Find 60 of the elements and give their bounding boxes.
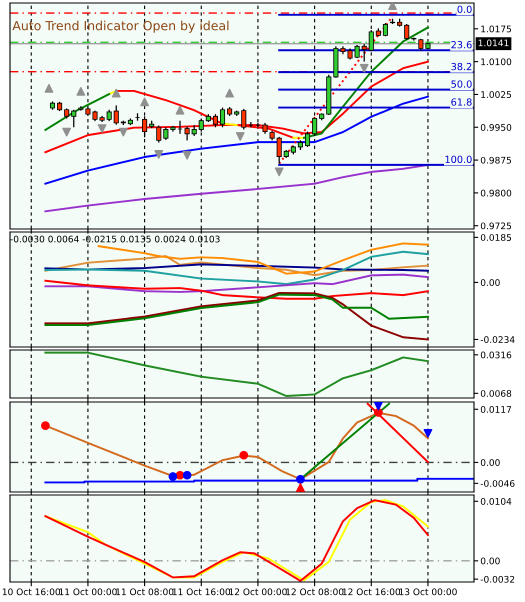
y-tick-label: 1.0025: [481, 91, 512, 98]
x-tick-label: 12 Oct 08:00: [286, 588, 344, 596]
series-label: 38.2: [451, 62, 472, 70]
series-label: 23.6: [451, 41, 472, 48]
candlestick: [57, 101, 62, 112]
candlestick: [92, 110, 98, 122]
candlestick: [354, 44, 360, 59]
series-label: 50.0: [451, 80, 472, 88]
candlestick: [192, 124, 197, 137]
candlestick: [304, 131, 310, 148]
y-tick-label: 1.0175: [481, 26, 512, 32]
y-tick-label: 0.00: [480, 459, 500, 466]
candlestick: [114, 104, 119, 126]
candlestick: [276, 136, 282, 164]
y-tick-label: 0.0117: [480, 406, 512, 413]
y-tick-label: -0.0032: [480, 576, 514, 583]
y-tick-label: 0.00: [480, 558, 500, 564]
text: Auto Trend Indicator Open by ideal: [12, 20, 228, 33]
y-tick-label: 0.9800: [480, 190, 512, 196]
candlestick: [163, 126, 168, 141]
y-tick-label: -0.0234: [480, 336, 515, 344]
candlestick: [312, 117, 318, 137]
candlestick: [220, 106, 226, 128]
candlestick: [362, 44, 367, 62]
candlestick: [262, 122, 268, 134]
candlestick: [184, 126, 190, 142]
series-label: 100.0: [446, 156, 472, 164]
candlestick: [298, 140, 303, 151]
candlestick: [347, 48, 353, 60]
y-tick-label: 0.00: [480, 279, 500, 286]
y-tick-label: 0.9725: [480, 222, 512, 230]
candlestick: [241, 108, 246, 130]
series-label: 61.8: [451, 98, 472, 106]
x-tick-label: 13 Oct 00:00: [400, 588, 457, 596]
y-tick-label: 1.0100: [481, 58, 512, 66]
y-tick-label: -0.0046: [480, 480, 515, 487]
candlestick: [71, 109, 76, 128]
x-tick-label: 11 Oct 00:00: [59, 588, 117, 596]
x-tick-label: 12 Oct 00:00: [230, 588, 287, 596]
candlestick: [382, 22, 388, 37]
x-tick-label: 11 Oct 08:00: [116, 588, 174, 596]
series-label: 0.0: [457, 6, 472, 13]
ref-line-label: 1.0141: [478, 39, 508, 46]
candlestick: [156, 124, 162, 144]
x-tick-label: 10 Oct 16:00: [2, 588, 60, 596]
candlestick: [418, 38, 424, 52]
y-tick-label: 0.0068: [480, 390, 512, 397]
candlestick: [404, 23, 410, 40]
y-tick-label: 0.0316: [480, 352, 512, 358]
candlestick: [64, 108, 70, 120]
x-tick-label: 11 Oct 16:00: [172, 588, 230, 596]
y-tick-label: 0.0185: [480, 234, 512, 241]
y-tick-label: 0.9875: [480, 156, 512, 164]
annotation: -0.0030 0.0064 -0.0215 0.0135 0.0024 0.0103: [10, 236, 220, 242]
candlestick: [106, 109, 112, 122]
y-tick-label: 0.0104: [480, 498, 512, 505]
x-tick-label: 12 Oct 16:00: [342, 588, 400, 596]
candlestick: [270, 130, 275, 142]
candlestick: [212, 114, 218, 128]
y-tick-label: 0.9950: [480, 124, 512, 131]
